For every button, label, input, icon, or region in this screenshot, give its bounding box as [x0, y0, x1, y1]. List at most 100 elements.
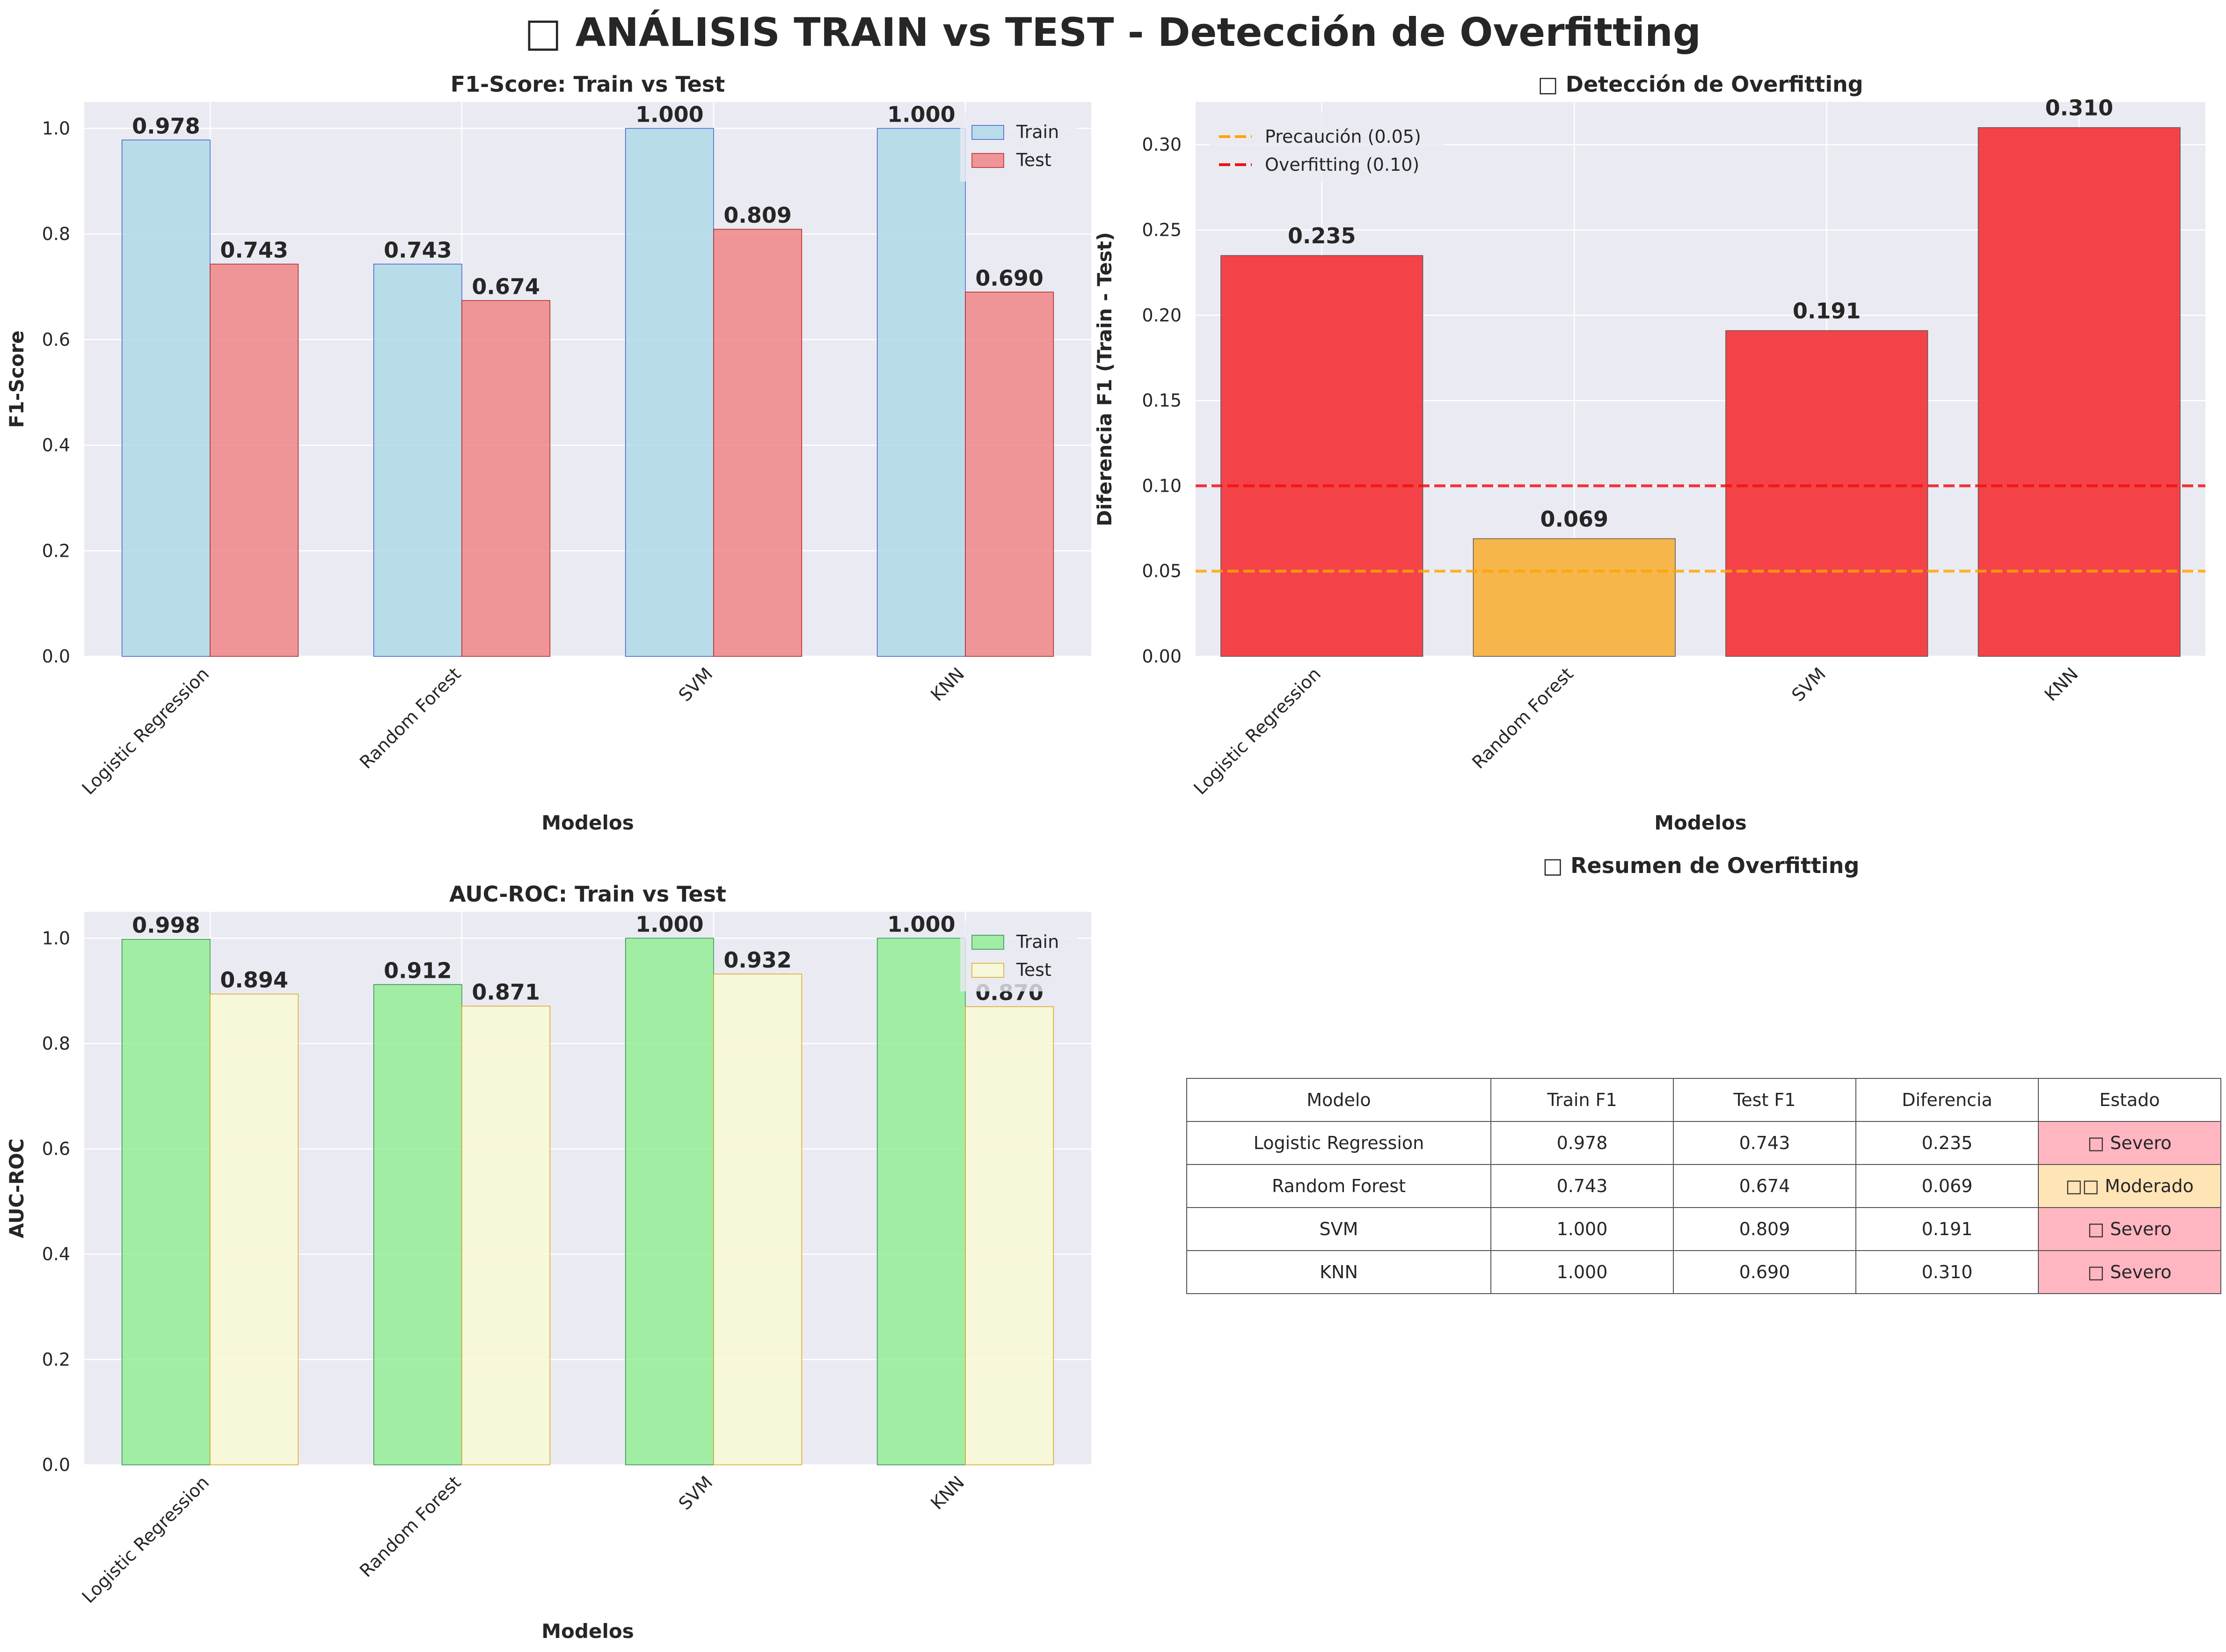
- y-tick-label: 0.8: [42, 224, 70, 244]
- y-tick-label: 0.4: [42, 435, 70, 456]
- bar: [461, 1005, 551, 1465]
- status-cell: □ Severo: [2038, 1121, 2221, 1165]
- table-cell: 0.069: [1855, 1164, 2039, 1208]
- status-cell: □□ Moderado: [2038, 1164, 2221, 1208]
- table-row: KNN 1.000 0.690 0.310 □ Severo: [1186, 1250, 2221, 1294]
- x-tick-label: Logistic Regression: [78, 1472, 213, 1607]
- bar-value-label: 0.191: [1793, 298, 1861, 324]
- bar: [625, 128, 714, 657]
- x-tick-label: Logistic Regression: [1190, 663, 1325, 799]
- y-tick-label: 1.0: [42, 118, 70, 138]
- bar-value-label: 0.978: [132, 113, 200, 138]
- table-header-cell: Diferencia: [1855, 1078, 2039, 1122]
- table-cell: 1.000: [1490, 1207, 1674, 1251]
- bar: [1978, 127, 2181, 657]
- bar-value-label: 0.743: [220, 237, 288, 262]
- x-axis-label: Modelos: [1654, 811, 1746, 834]
- bar-value-label: 0.690: [975, 265, 1044, 291]
- chart-title: F1-Score: Train vs Test: [451, 72, 725, 97]
- legend-swatch: [971, 125, 1004, 140]
- legend-label: Overfitting (0.10): [1265, 154, 1419, 175]
- bar-value-label: 0.998: [132, 913, 200, 938]
- legend-box: [960, 921, 1077, 991]
- table-cell: 0.809: [1673, 1207, 1856, 1251]
- table-row: SVM 1.000 0.809 0.191 □ Severo: [1186, 1207, 2221, 1251]
- bar-value-label: 0.235: [1288, 223, 1356, 248]
- bar: [965, 1006, 1054, 1465]
- summary-table: Modelo Train F1 Test F1 Diferencia Estado Log…: [1186, 1078, 2221, 1294]
- bar: [461, 300, 551, 657]
- bar-value-label: 0.871: [472, 980, 540, 1005]
- f1-score-chart: 0.0 0.2 0.4 0.6 0.8 1.0 0.978 0.743 1.000 1.000 0.…: [5, 72, 1091, 834]
- y-tick-label: 0.8: [42, 1033, 70, 1054]
- bar: [876, 938, 966, 1465]
- table-header-cell: Estado: [2038, 1078, 2221, 1122]
- bar-value-label: 0.912: [384, 958, 452, 983]
- table-cell: 0.978: [1490, 1121, 1674, 1165]
- table-cell: Random Forest: [1186, 1164, 1491, 1208]
- y-tick-label: 0.25: [1142, 219, 1182, 240]
- bar: [121, 939, 211, 1465]
- x-tick-label: SVM: [1788, 663, 1830, 706]
- bar: [713, 229, 803, 657]
- table-cell: 0.235: [1855, 1121, 2039, 1165]
- x-tick-label: SVM: [675, 663, 717, 706]
- y-tick-label: 1.0: [42, 928, 70, 948]
- table-header-cell: Modelo: [1186, 1078, 1491, 1122]
- bar: [965, 291, 1054, 657]
- y-axis-label: Diferencia F1 (Train - Test): [1093, 232, 1116, 526]
- legend-label: Precaución (0.05): [1265, 126, 1421, 147]
- x-tick-label: Random Forest: [1468, 663, 1577, 772]
- bar-value-label: 1.000: [887, 911, 956, 937]
- bar: [373, 984, 462, 1465]
- summary-table-title: □ Resumen de Overfitting: [1543, 853, 1860, 878]
- x-axis-label: Modelos: [541, 1620, 634, 1643]
- bar: [1725, 330, 1928, 657]
- bar: [210, 263, 299, 657]
- table-cell: 0.310: [1855, 1250, 2039, 1294]
- chart-title: AUC-ROC: Train vs Test: [449, 881, 726, 907]
- x-tick-label: Random Forest: [356, 1472, 465, 1581]
- table-cell: 0.191: [1855, 1207, 2039, 1251]
- bar: [876, 128, 966, 657]
- x-tick-label: KNN: [927, 1472, 968, 1514]
- chart-title: □ Detección de Overfitting: [1538, 72, 1863, 97]
- auc-roc-chart: 0.0 0.2 0.4 0.6 0.8 1.0 0.998 0.912 1.000 1.000 0.…: [5, 881, 1091, 1643]
- legend-box: [960, 111, 1077, 182]
- bar: [1473, 538, 1676, 657]
- legend-label: Test: [1016, 150, 1051, 170]
- legend-label: Test: [1016, 960, 1051, 980]
- y-axis-label: AUC-ROC: [5, 1138, 28, 1238]
- y-tick-label: 0.6: [42, 329, 70, 350]
- bar-value-label: 0.674: [472, 274, 540, 299]
- bar-value-label: 0.743: [384, 237, 452, 262]
- summary-table-container: Modelo Train F1 Test F1 Diferencia Estado Log…: [1186, 1078, 2221, 1294]
- table-row: Random Forest 0.743 0.674 0.069 □□ Moderado: [1186, 1164, 2221, 1208]
- x-tick-label: KNN: [927, 663, 968, 705]
- legend-swatch: [971, 153, 1004, 168]
- table-cell: SVM: [1186, 1207, 1491, 1251]
- bar: [625, 938, 714, 1465]
- bar-value-label: 0.932: [723, 947, 792, 973]
- bar: [713, 974, 803, 1465]
- y-tick-label: 0.30: [1142, 134, 1182, 155]
- bar-value-label: 1.000: [635, 911, 704, 937]
- table-cell: 0.674: [1673, 1164, 1856, 1208]
- status-cell: □ Severo: [2038, 1207, 2221, 1251]
- y-tick-label: 0.6: [42, 1139, 70, 1159]
- y-tick-label: 0.15: [1142, 390, 1182, 411]
- bar-value-label: 1.000: [887, 102, 956, 127]
- bar-value-label: 0.310: [2045, 95, 2113, 121]
- legend-swatch: [971, 935, 1004, 950]
- y-tick-label: 0.20: [1142, 305, 1182, 326]
- legend-label: Train: [1016, 932, 1059, 952]
- table-header-cell: Train F1: [1490, 1078, 1674, 1122]
- table-cell: 0.690: [1673, 1250, 1856, 1294]
- x-tick-label: Logistic Regression: [78, 663, 213, 799]
- y-tick-label: 0.0: [42, 646, 70, 667]
- bar-value-label: 0.069: [1540, 506, 1608, 531]
- bar: [1220, 255, 1423, 657]
- overfitting-detection-chart: 0.00 0.05 0.10 0.15 0.20 0.25 0.30 0.235 0.069 0.…: [1093, 72, 2205, 834]
- legend-label: Train: [1016, 122, 1059, 142]
